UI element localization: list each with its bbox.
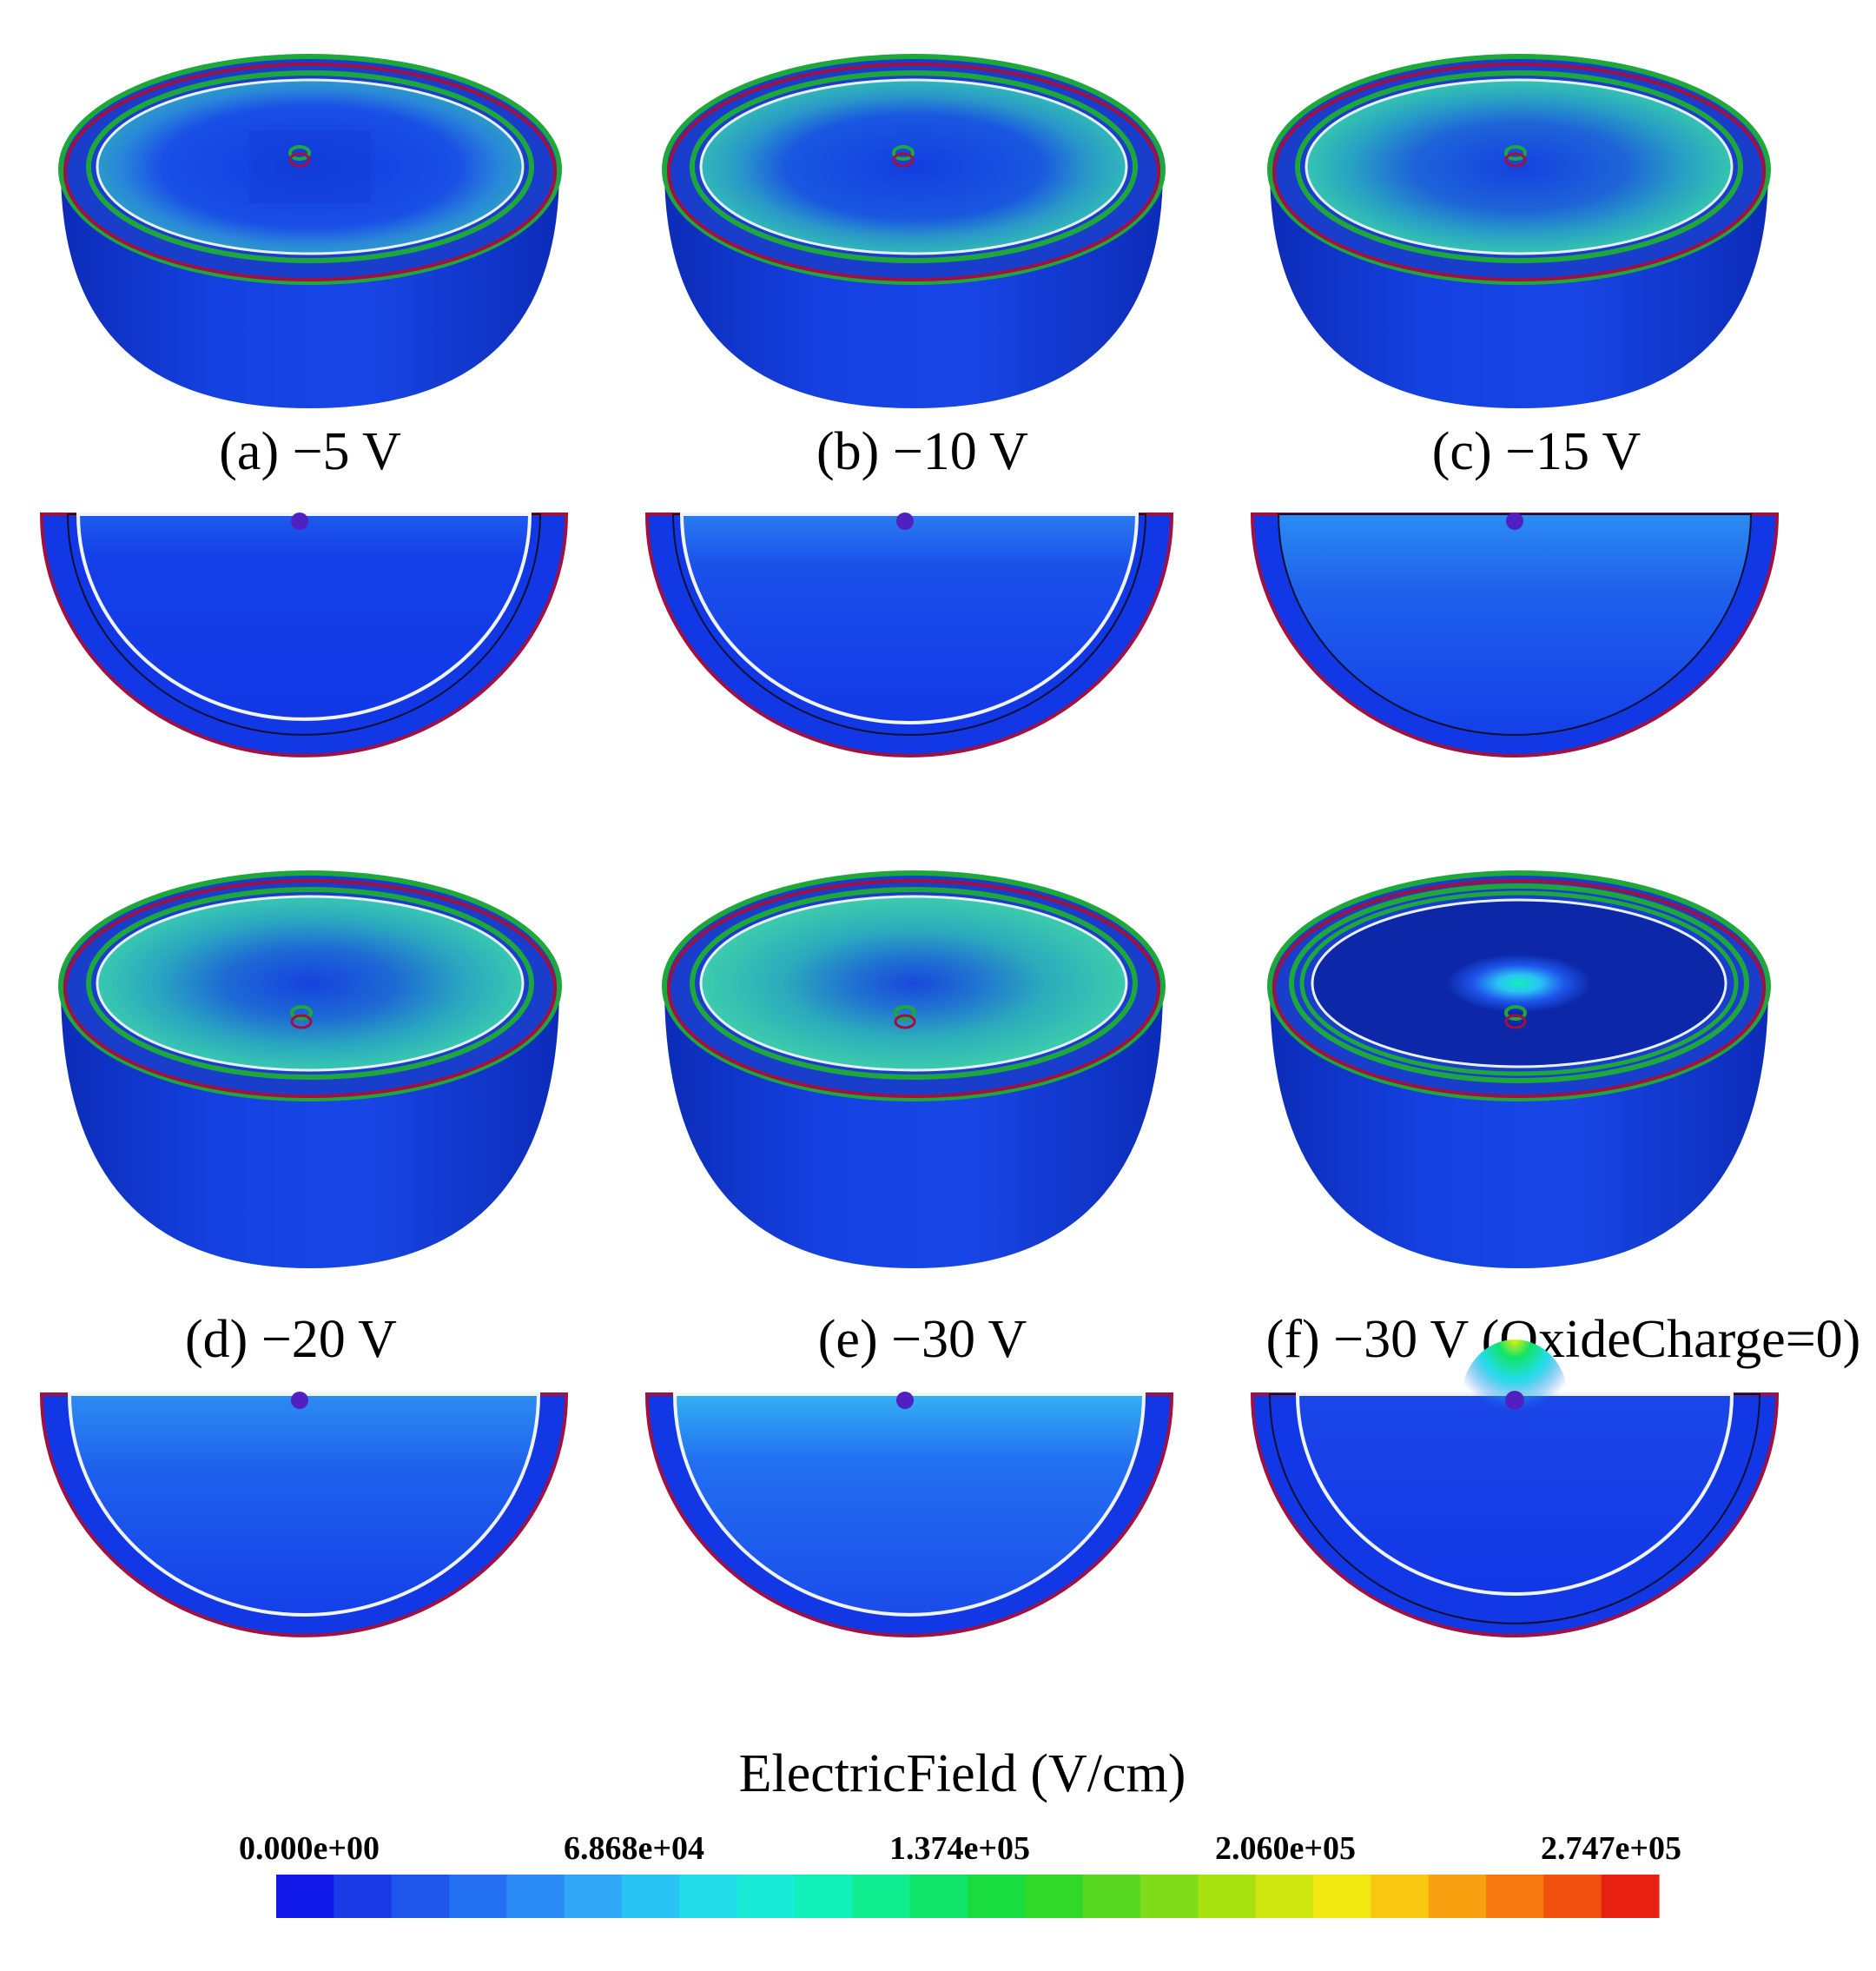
colorbar-swatch — [909, 1875, 968, 1918]
top-surface — [1311, 898, 1727, 1068]
panel-d-3d — [58, 870, 562, 1268]
caption-e: (e) −30 V — [818, 1310, 1027, 1369]
colorbar-swatch — [334, 1875, 393, 1918]
colorbar-swatch — [1371, 1875, 1430, 1918]
colorbar-tick-label: 0.000e+00 — [239, 1830, 380, 1867]
top-surface — [699, 78, 1128, 255]
colorbar-tick-labels: 0.000e+00 6.868e+04 1.374e+05 2.060e+05 … — [239, 1830, 1681, 1867]
panel-f-3d — [1267, 870, 1771, 1268]
panel-c-3d — [1267, 54, 1771, 408]
panel-f-section — [1250, 1339, 1780, 1637]
colorbar — [276, 1875, 1660, 1918]
colorbar-tick-label: 6.868e+04 — [564, 1830, 704, 1867]
colorbar-swatch — [622, 1875, 680, 1918]
panel-a-3d — [58, 54, 562, 408]
top-surface — [96, 895, 525, 1072]
colorbar-swatch — [852, 1875, 911, 1918]
colorbar-swatch — [1543, 1875, 1602, 1918]
panel-b-3d — [662, 54, 1166, 408]
colorbar-swatch — [1140, 1875, 1199, 1918]
panel-b-section — [644, 513, 1174, 757]
colorbar-swatch — [679, 1875, 738, 1918]
colorbar-swatch — [391, 1875, 450, 1918]
panel-a-section — [39, 513, 569, 757]
colorbar-swatch — [449, 1875, 507, 1918]
caption-a: (a) −5 V — [219, 422, 401, 481]
colorbar-swatch — [968, 1875, 1026, 1918]
panel-e-3d — [662, 870, 1166, 1268]
colorbar-tick-label: 2.060e+05 — [1215, 1830, 1356, 1867]
colorbar-swatch — [564, 1875, 623, 1918]
colorbar-swatch — [1198, 1875, 1257, 1918]
panel-d-section — [39, 1392, 569, 1637]
top-surface — [699, 895, 1128, 1072]
caption-f: (f) −30 V (OxideCharge=0) — [1266, 1310, 1861, 1369]
colorbar-swatch — [1082, 1875, 1141, 1918]
colorbar-title: ElectricField (V/cm) — [739, 1744, 1186, 1803]
colorbar-swatch — [1486, 1875, 1544, 1918]
colorbar-swatch — [1025, 1875, 1084, 1918]
colorbar-swatch — [737, 1875, 796, 1918]
colorbar-swatch — [506, 1875, 565, 1918]
colorbar-tick-label: 2.747e+05 — [1541, 1830, 1681, 1867]
colorbar-swatch — [276, 1875, 334, 1918]
caption-c: (c) −15 V — [1432, 422, 1642, 481]
bowl-body — [61, 169, 559, 408]
colorbar-swatch — [1255, 1875, 1314, 1918]
caption-d: (d) −20 V — [185, 1310, 397, 1369]
panel-e-section — [644, 1392, 1174, 1637]
colorbar-swatch — [1313, 1875, 1371, 1918]
colorbar-swatch — [795, 1875, 853, 1918]
colorbar-swatch — [1428, 1875, 1487, 1918]
panel-c-section — [1250, 513, 1780, 757]
colorbar-tick-label: 1.374e+05 — [889, 1830, 1030, 1867]
caption-b: (b) −10 V — [816, 422, 1028, 481]
colorbar-swatch — [1601, 1875, 1660, 1918]
